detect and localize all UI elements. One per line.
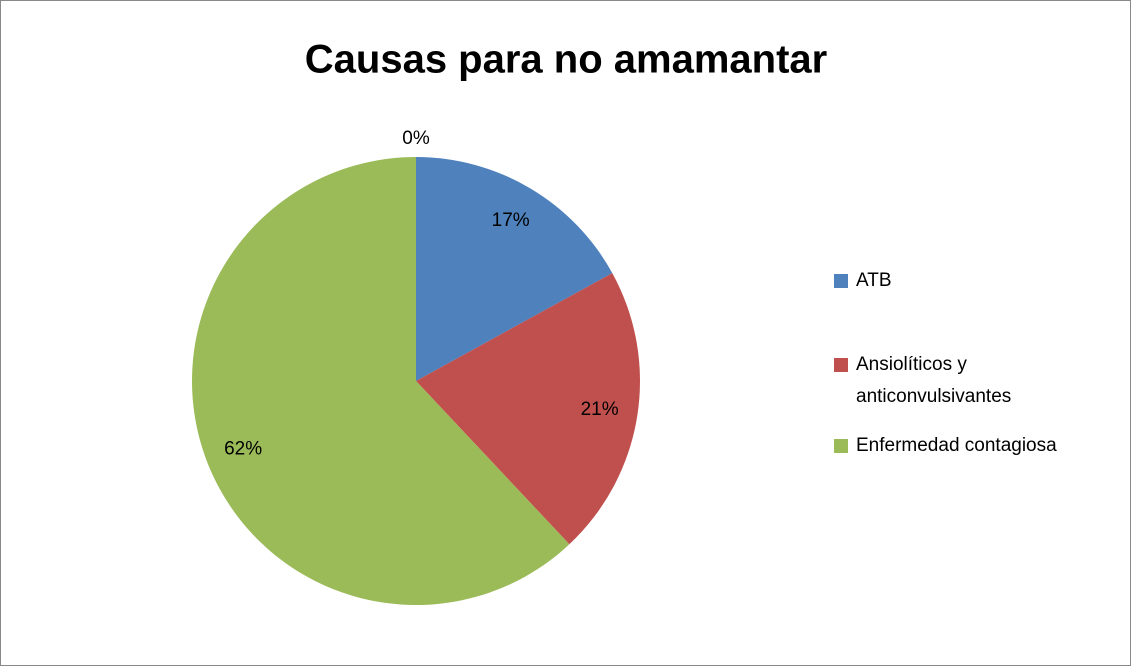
legend-item: ATB bbox=[834, 265, 1104, 297]
legend-swatch bbox=[834, 439, 848, 453]
data-label: 17% bbox=[492, 210, 530, 231]
legend-label: Enfermedad contagiosa bbox=[856, 435, 1057, 456]
pie-slice bbox=[192, 157, 570, 605]
legend-label: ATB bbox=[856, 270, 892, 291]
data-label: 0% bbox=[402, 128, 430, 149]
legend-swatch bbox=[834, 274, 848, 288]
data-label: 62% bbox=[224, 438, 262, 459]
pie-slice bbox=[416, 273, 641, 545]
chart-title: Causas para no amamantar bbox=[305, 38, 827, 82]
data-label: 21% bbox=[581, 399, 619, 420]
legend-swatch bbox=[834, 358, 848, 372]
legend-item: Enfermedad contagiosa bbox=[834, 430, 1104, 462]
legend-label: Ansiolíticos y anticonvulsivantes bbox=[856, 354, 1012, 407]
legend-item: Ansiolíticos y anticonvulsivantes bbox=[834, 349, 1104, 413]
pie-slice bbox=[416, 157, 613, 381]
